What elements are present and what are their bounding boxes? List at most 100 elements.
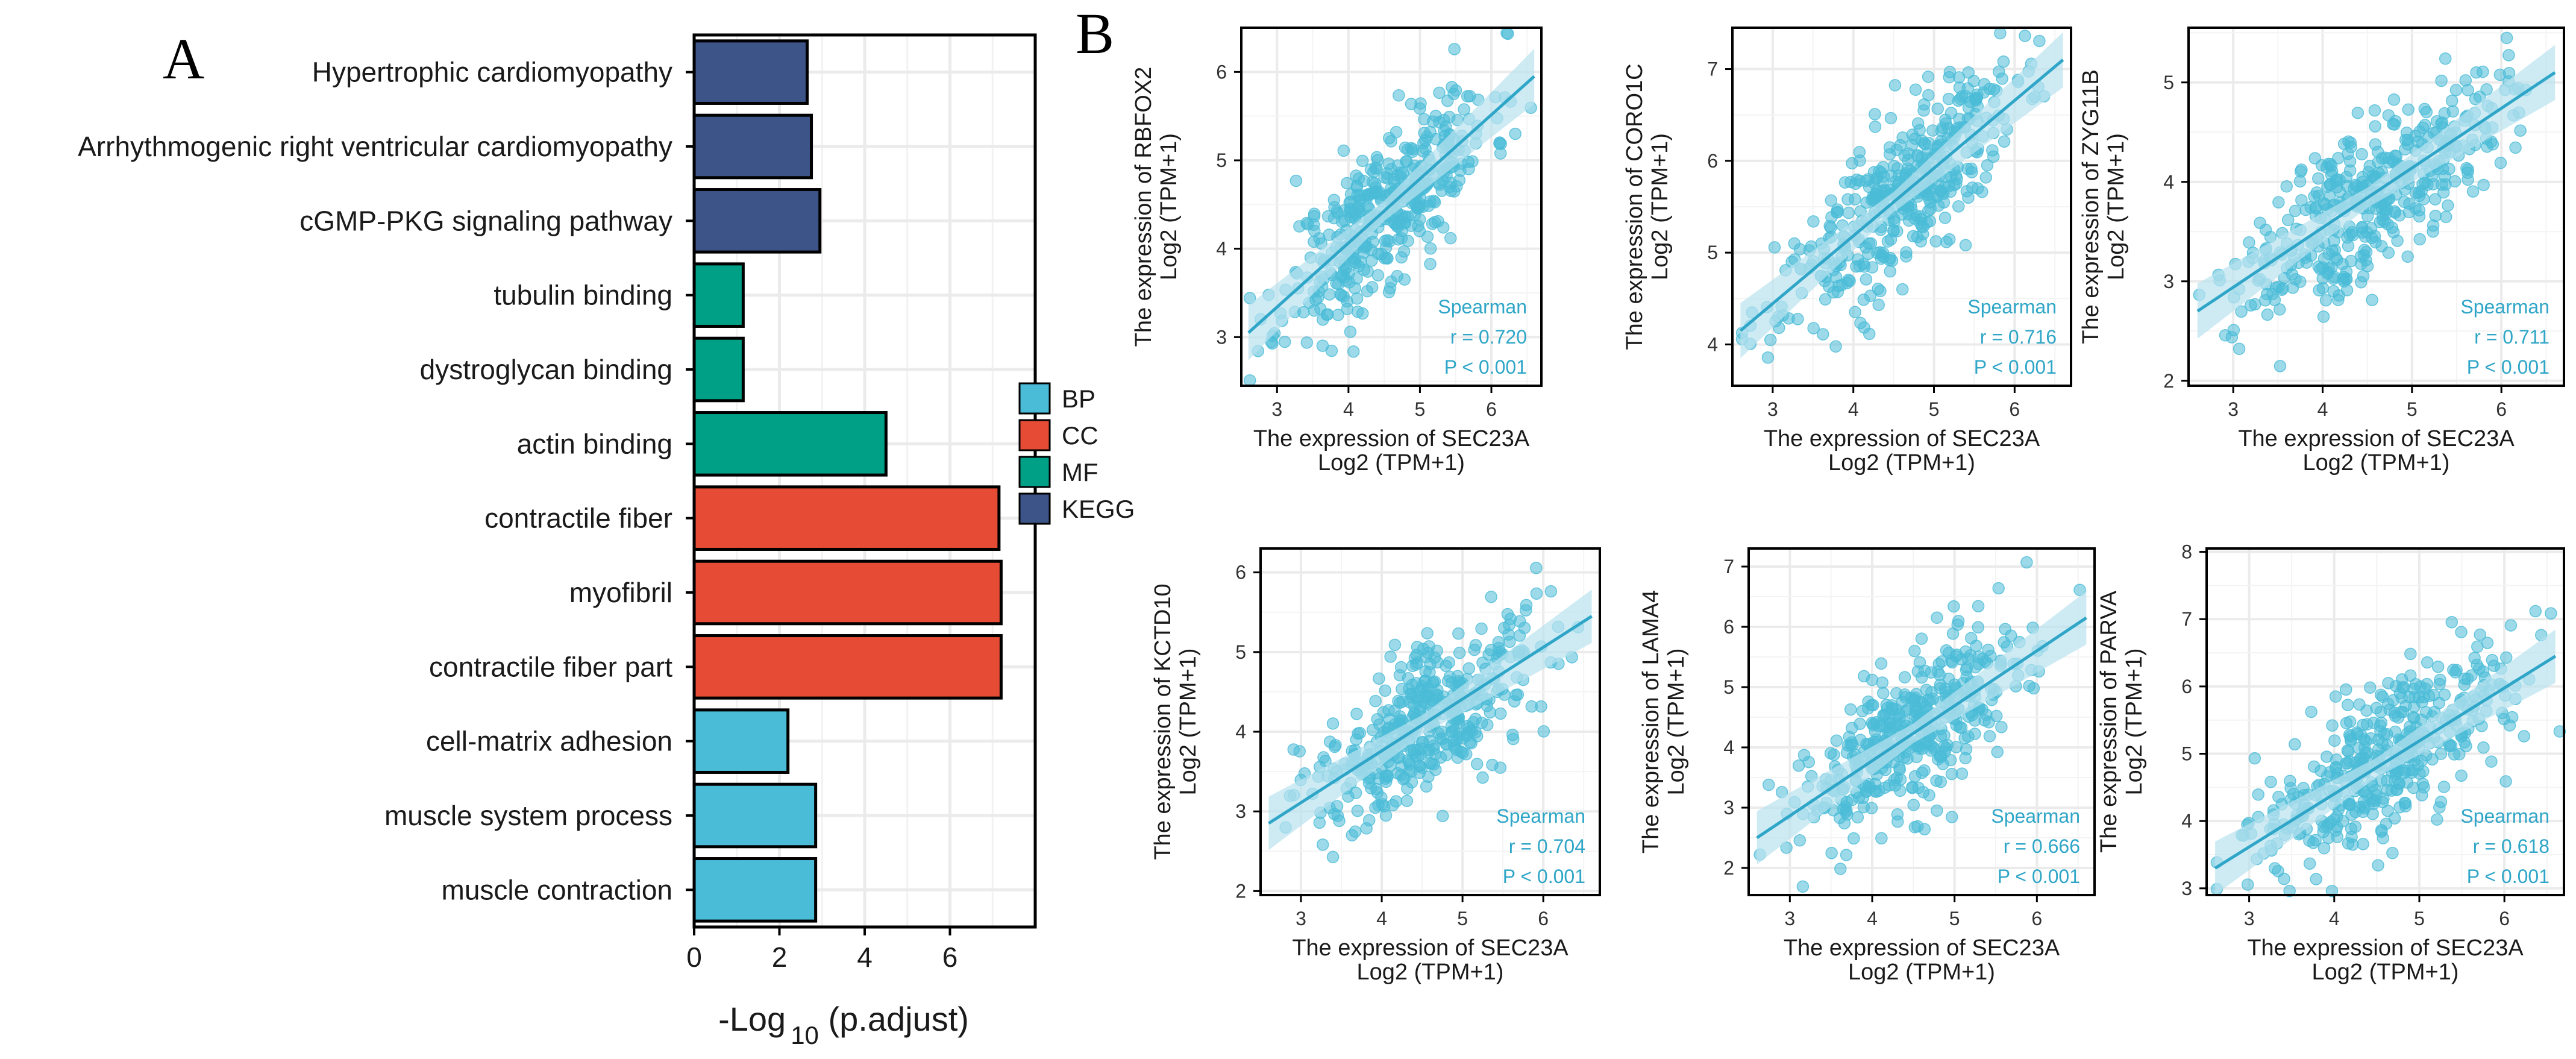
- bar-category-label: Hypertrophic cardiomyopathy: [312, 57, 672, 88]
- scatter-point: [1346, 829, 1358, 842]
- scatter-point: [2430, 115, 2443, 128]
- scatter-point: [2357, 838, 2369, 850]
- scatter-point: [1866, 673, 1879, 687]
- scatter-point: [2502, 49, 2515, 61]
- scatter-point: [1943, 233, 1956, 246]
- scatter-point: [1875, 832, 1888, 845]
- scatter-point: [1379, 809, 1393, 822]
- spearman-label: Spearman: [1967, 296, 2057, 318]
- scatter-point: [2376, 690, 2389, 703]
- scatter-point: [2342, 837, 2355, 850]
- spearman-label: Spearman: [2460, 805, 2549, 827]
- scatter-point: [1350, 272, 1363, 285]
- scatter-point: [1443, 656, 1455, 669]
- scatter-point: [2386, 847, 2399, 859]
- scatter-point: [1416, 145, 1429, 157]
- scatter-point: [2553, 725, 2566, 738]
- scatter-point: [2378, 728, 2390, 741]
- scatter-point: [1773, 321, 1785, 335]
- scatter-point: [2341, 744, 2354, 757]
- scatter-point: [2326, 719, 2339, 732]
- x-tick-label: 3: [1784, 908, 1795, 929]
- scatter-point: [1911, 117, 1925, 130]
- spearman-p: P < 0.001: [1444, 356, 1527, 378]
- scatter-point: [2440, 210, 2452, 224]
- scatter-point: [1945, 767, 1958, 781]
- scatter-point: [2439, 52, 2452, 65]
- scatter-point: [1344, 325, 1357, 338]
- regression-line: [1739, 58, 2064, 332]
- scatter-point: [2366, 294, 2378, 306]
- scatter-point: [1844, 703, 1857, 716]
- bar-category-label: myofibril: [569, 577, 672, 608]
- bar-kegg: [692, 113, 813, 180]
- scatter-point: [1959, 645, 1972, 658]
- scatter-point: [1367, 236, 1379, 248]
- scatter-point: [1823, 219, 1836, 233]
- scatter-point: [1396, 212, 1409, 225]
- y-axis-label-group: The expression of LAMA4 Log2 (TPM+1): [1638, 590, 1689, 853]
- scatter-point: [1307, 218, 1320, 231]
- y-tick-label: 8: [2181, 541, 2192, 563]
- y-tick-label: 4: [1707, 333, 1718, 355]
- scatter-point: [2429, 209, 2442, 222]
- scatter-point: [1998, 135, 2011, 148]
- scatter-point: [1819, 293, 1832, 306]
- scatter-point: [1537, 725, 1550, 738]
- scatter-point: [1884, 148, 1896, 161]
- scatter-point: [2398, 195, 2411, 209]
- scatter-point: [1494, 147, 1507, 160]
- bar-category-label: muscle contraction: [442, 874, 673, 905]
- scatter-point: [1922, 136, 1935, 149]
- scatter-point: [2235, 305, 2248, 318]
- scatter-point: [2330, 753, 2343, 766]
- scatter-point: [2431, 813, 2443, 826]
- scatter-point: [1530, 562, 1543, 574]
- scatter-point: [1393, 89, 1405, 102]
- scatter-point: [1869, 188, 1882, 201]
- y-tick-label: 4: [1723, 737, 1734, 758]
- scatter-point: [2458, 678, 2471, 691]
- scatter-point: [1358, 263, 1370, 276]
- scatter-point: [1950, 719, 1963, 732]
- scatter-point: [1332, 309, 1344, 321]
- y-tick-label: 5: [1216, 149, 1227, 171]
- scatter-point: [1461, 90, 1474, 103]
- scatter-point: [2435, 74, 2448, 87]
- y-tick-label: 2: [2163, 370, 2174, 392]
- scatter-point: [1405, 98, 1418, 110]
- scatter-point: [1351, 804, 1364, 817]
- spearman-r: r = 0.720: [1450, 326, 1527, 348]
- scatter-point: [2401, 250, 2414, 263]
- bar-mf: [692, 411, 888, 477]
- scatter-point: [1290, 174, 1303, 187]
- scatter-point: [2310, 873, 2322, 885]
- scatter-point: [1883, 254, 1896, 266]
- scatter-point: [1375, 248, 1388, 260]
- y-tick-label: 4: [2163, 171, 2174, 193]
- scatter-point: [2342, 147, 2354, 160]
- scatter-point: [2233, 342, 2246, 355]
- scatter-point: [1313, 816, 1326, 829]
- scatter-point: [2322, 247, 2336, 260]
- y-tick-label: 3: [1723, 797, 1734, 819]
- scatter-point: [1544, 585, 1558, 598]
- scatter-point: [1406, 659, 1419, 673]
- x-axis-label: The expression of SEC23A: [1784, 935, 2060, 961]
- scatter-point: [2470, 66, 2483, 79]
- scatter-point: [1992, 582, 2005, 595]
- scatter-point: [1440, 737, 1453, 750]
- scatter-point: [2366, 808, 2379, 820]
- scatter-point: [1461, 720, 1474, 733]
- scatter-point: [1357, 175, 1370, 187]
- scatter-point: [1385, 275, 1398, 288]
- scatter-point: [2360, 704, 2373, 717]
- scatter-point: [1452, 727, 1465, 740]
- scatter-point: [2455, 769, 2468, 782]
- x-tick-label: 5: [1949, 908, 1960, 929]
- scatter-point: [1323, 288, 1336, 301]
- scatter-point: [1983, 730, 1996, 743]
- x-tick-label: 3: [1767, 398, 1778, 420]
- scatter-point: [1793, 243, 1807, 256]
